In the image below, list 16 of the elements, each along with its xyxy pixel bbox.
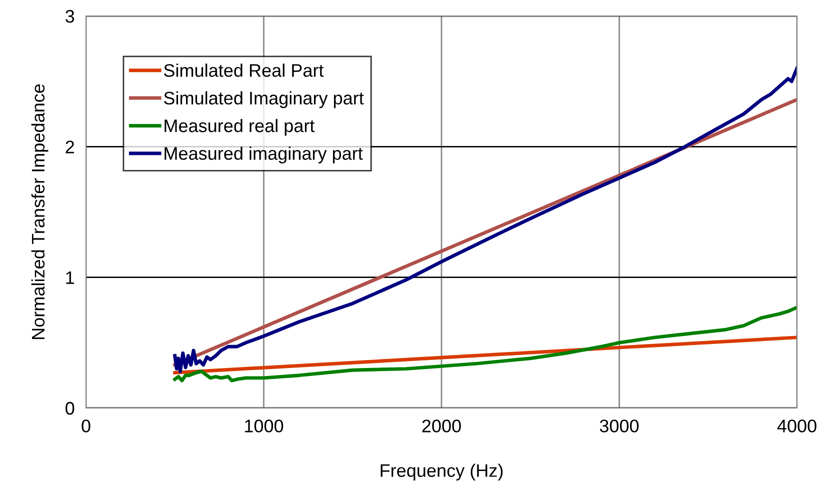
y-tick-label: 3 bbox=[66, 10, 74, 23]
x-axis-title: Frequency (Hz) bbox=[380, 464, 503, 481]
x-tick-label: 1000 bbox=[245, 420, 284, 432]
y-axis-title: Normalized Transfer Impedance bbox=[31, 84, 48, 339]
legend-label: Measured imaginary part bbox=[164, 146, 363, 164]
x-tick-label: 2000 bbox=[422, 420, 461, 432]
x-tick-label: 3000 bbox=[600, 420, 639, 432]
legend-label: Simulated Real Part bbox=[164, 64, 324, 77]
x-tick-label: 0 bbox=[82, 420, 90, 432]
y-tick-label: 1 bbox=[66, 271, 74, 284]
x-tick-label: 4000 bbox=[777, 420, 816, 432]
y-tick-label: 2 bbox=[66, 140, 74, 154]
legend-label: Measured real part bbox=[164, 118, 315, 136]
line-series bbox=[173, 306, 797, 382]
legend-label: Simulated Imaginary part bbox=[164, 91, 364, 108]
y-tick-label: 0 bbox=[66, 402, 74, 415]
